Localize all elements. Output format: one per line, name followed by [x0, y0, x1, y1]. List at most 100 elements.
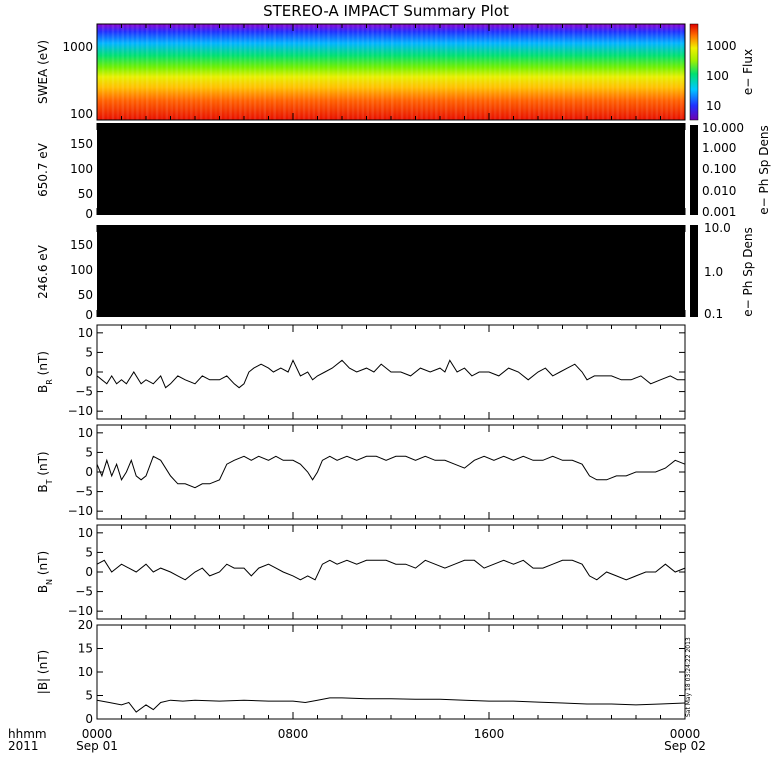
swea-streak [101, 24, 105, 120]
bt-ytick-label: 10 [78, 426, 93, 440]
swea-streak [239, 24, 242, 120]
swea-streak [601, 24, 605, 120]
swea-streak [577, 24, 580, 120]
pad650-cb-tick-3: 0.010 [702, 184, 736, 198]
br-ylabel: BR (nT) [36, 351, 54, 393]
swea-streak [557, 24, 561, 120]
swea-streak [420, 24, 423, 120]
swea-streak [474, 24, 477, 120]
bn-ytick-label: −10 [68, 604, 93, 618]
plot-title: STEREO-A IMPACT Summary Plot [263, 2, 509, 20]
swea-streak [204, 24, 208, 120]
swea-ylabel: SWEA (eV) [36, 40, 50, 104]
swea-streak [175, 24, 178, 120]
pad650-ytick-50: 50 [78, 187, 93, 201]
pad246-cb-tick-0: 10.0 [704, 221, 731, 235]
swea-streak [327, 24, 330, 120]
bt-series-line [96, 455, 686, 489]
swea-streak [366, 24, 369, 120]
bmag-series-line [96, 697, 686, 713]
br-ytick-label: 0 [85, 365, 93, 379]
swea-streak [302, 24, 306, 120]
swea-streak [170, 24, 173, 120]
x-tick-date: Sep 02 [664, 739, 706, 753]
swea-streak [307, 24, 311, 120]
swea-streak [371, 24, 374, 120]
swea-streak [464, 24, 467, 120]
swea-streak [621, 24, 624, 120]
swea-streak [297, 24, 301, 120]
swea-streak [268, 24, 271, 120]
pad246-cb-tick-2: 0.1 [704, 307, 723, 321]
panel-bn: BN (nT) [36, 524, 686, 620]
pad246-ytick-50: 50 [78, 288, 93, 302]
swea-streak [185, 24, 188, 120]
swea-texture [97, 24, 683, 120]
swea-streak [533, 24, 536, 120]
swea-streak [337, 24, 340, 120]
bmag-frame [96, 624, 686, 720]
swea-streak [376, 24, 379, 120]
panel-bt: BT (nT) [36, 424, 686, 520]
pad650-cb-tick-0: 10.000 [702, 121, 744, 135]
swea-streak [141, 24, 144, 120]
pad246-ytick-150: 150 [70, 238, 93, 252]
swea-streak [165, 24, 169, 120]
swea-streak [209, 24, 213, 120]
bt-ytick-label: 5 [85, 445, 93, 459]
swea-streak [356, 24, 360, 120]
swea-streak [552, 24, 556, 120]
swea-streak [425, 24, 428, 120]
swea-streak [381, 24, 384, 120]
swea-streak [293, 24, 296, 120]
swea-streak [650, 24, 654, 120]
swea-streak [283, 24, 286, 120]
pad246-spectrogram [97, 225, 685, 317]
swea-streak [342, 24, 345, 120]
swea-streak [273, 24, 276, 120]
br-ytick-label: 10 [78, 326, 93, 340]
swea-streak [116, 24, 120, 120]
panel-pad246: 150 100 50 0 246.6 eV 10.0 1.0 0.1 e− Ph… [36, 221, 755, 322]
pad246-ytick-0: 0 [85, 308, 93, 322]
timestamp: Sat May 18 03:24:22 2013 [685, 637, 692, 717]
swea-streak [248, 24, 252, 120]
swea-cb-tick-1000: 1000 [706, 39, 737, 53]
swea-streak [528, 24, 531, 120]
swea-streak [479, 24, 482, 120]
swea-streak [351, 24, 355, 120]
pad246-ylabel: 246.6 eV [36, 244, 50, 299]
pad246-colorbar [690, 225, 698, 317]
swea-streak [680, 24, 683, 120]
pad650-cb-tick-1: 1.000 [702, 141, 736, 155]
xaxis-row2-label: 2011 [8, 739, 39, 753]
swea-streak [195, 24, 198, 120]
pad650-cb-tick-4: 0.001 [702, 205, 736, 219]
swea-streak [386, 24, 389, 120]
swea-streak [214, 24, 218, 120]
pad650-ytick-150: 150 [70, 137, 93, 151]
swea-streak [150, 24, 154, 120]
swea-streak [645, 24, 649, 120]
swea-streak [97, 24, 100, 120]
swea-streak [121, 24, 124, 120]
swea-streak [582, 24, 585, 120]
bn-ytick-label: −5 [75, 585, 93, 599]
swea-streak [454, 24, 458, 120]
br-series-line [96, 359, 685, 389]
swea-colorbar [689, 23, 699, 121]
bn-ytick-label: 5 [85, 545, 93, 559]
bn-frame [96, 524, 686, 620]
bmag-ytick-label: 0 [85, 712, 93, 726]
bn-ytick-label: 0 [85, 565, 93, 579]
swea-streak [395, 24, 399, 120]
bn-series-line [96, 559, 686, 581]
swea-streak [219, 24, 222, 120]
swea-streak [665, 24, 668, 120]
bt-ylabel: BT (nT) [36, 451, 54, 492]
swea-streak [670, 24, 673, 120]
swea-streak [361, 24, 365, 120]
panel-bmag: |B| (nT) Sat May 18 03:24:22 2013 [36, 624, 692, 720]
bt-ytick-label: −10 [68, 504, 93, 518]
